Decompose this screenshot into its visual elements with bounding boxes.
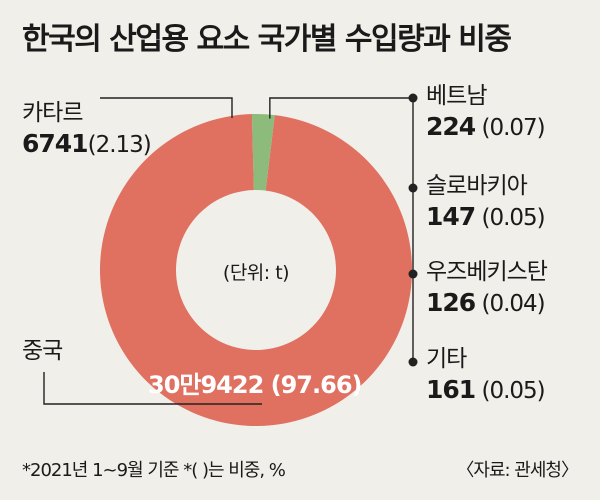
uzbekistan-name: 우즈베키스탄	[426, 259, 548, 285]
leader-line-china	[43, 372, 262, 405]
label-slovakia: 슬로바키아 147 (0.05)	[426, 170, 546, 233]
slovakia-value: 147	[426, 202, 476, 231]
vietnam-percent: (0.07)	[481, 115, 546, 141]
china-name: 중국	[22, 338, 63, 364]
slice-china	[100, 114, 413, 426]
uzbekistan-percent: (0.04)	[481, 291, 546, 317]
unit-label: (단위: t)	[222, 262, 290, 284]
slice-others-group	[251, 113, 275, 191]
slovakia-name: 슬로바키아	[426, 173, 528, 199]
leader-dot-4	[408, 357, 418, 367]
qatar-percent: (2.13)	[87, 132, 152, 158]
uzbekistan-value: 126	[426, 288, 476, 317]
leader-line-group	[269, 97, 413, 119]
others-name: 기타	[426, 346, 467, 372]
chart-title: 한국의 산업용 요소 국가별 수입량과 비중	[22, 22, 512, 57]
china-value-label: 30만9422 (97.66)	[148, 365, 362, 400]
label-china: 중국	[22, 335, 63, 367]
label-others: 기타 161 (0.05)	[426, 343, 546, 406]
leader-dot-2	[408, 183, 418, 193]
vietnam-name: 베트남	[426, 83, 487, 109]
china-value: 30만9422	[148, 371, 264, 399]
label-uzbekistan: 우즈베키스탄 126 (0.04)	[426, 256, 548, 319]
footnote: *2021년 1~9월 기준 *( )는 비중, %	[22, 460, 286, 481]
source-label: 〈자료: 관세청〉	[456, 460, 579, 481]
label-vietnam: 베트남 224 (0.07)	[426, 80, 546, 143]
vietnam-value: 224	[426, 112, 476, 141]
label-qatar: 카타르 6741(2.13)	[22, 97, 152, 160]
china-percent: (97.66)	[270, 371, 363, 399]
qatar-value: 6741	[22, 129, 89, 158]
leader-dot-1	[408, 93, 418, 103]
qatar-name: 카타르	[22, 100, 83, 126]
leader-line-qatar	[100, 97, 233, 118]
leader-dot-3	[408, 269, 418, 279]
others-percent: (0.05)	[481, 378, 546, 404]
slovakia-percent: (0.05)	[481, 205, 546, 231]
others-value: 161	[426, 375, 476, 404]
